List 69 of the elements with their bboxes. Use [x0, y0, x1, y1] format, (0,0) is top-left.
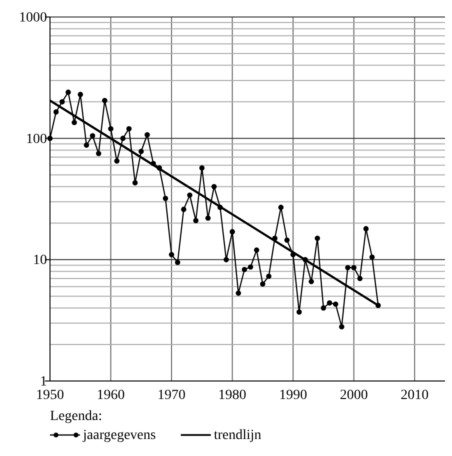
point	[278, 204, 284, 210]
point	[290, 252, 296, 258]
point	[266, 274, 272, 279]
point	[193, 218, 198, 224]
point	[218, 204, 223, 210]
point	[320, 305, 326, 311]
x-tick-label: 2000	[340, 388, 368, 403]
point	[187, 192, 192, 198]
point	[150, 160, 156, 166]
point	[114, 158, 120, 164]
x-tick-label: 1990	[279, 388, 308, 403]
point	[211, 184, 217, 190]
point	[132, 180, 138, 186]
point	[339, 324, 344, 330]
point	[254, 247, 260, 253]
point	[272, 236, 278, 241]
point	[120, 136, 126, 141]
point	[260, 281, 266, 287]
point	[345, 264, 350, 270]
legend-title: Legenda:	[50, 409, 102, 424]
point	[84, 142, 90, 148]
point	[108, 126, 114, 132]
x-tick-label: 1980	[218, 388, 246, 403]
point	[90, 133, 96, 138]
x-tick-label: 1950	[36, 388, 64, 403]
point	[248, 264, 254, 270]
y-tick-label: 1	[40, 374, 47, 390]
point	[296, 309, 302, 315]
point	[53, 109, 59, 115]
point	[357, 276, 363, 282]
point	[66, 90, 71, 95]
point	[78, 92, 84, 98]
point	[205, 215, 211, 221]
point	[224, 257, 229, 262]
point	[332, 302, 338, 307]
point	[242, 266, 248, 272]
x-tick-label: 2010	[400, 388, 429, 403]
point	[363, 226, 369, 232]
point	[351, 264, 356, 270]
point	[174, 260, 180, 266]
point	[308, 278, 314, 284]
point	[181, 206, 186, 212]
legend-label: jaargegevens	[82, 428, 156, 443]
point	[138, 148, 144, 154]
point	[162, 196, 168, 202]
point	[102, 98, 108, 104]
point	[326, 300, 332, 306]
x-tick-label: 1960	[96, 388, 125, 403]
legend-label: trendlijn	[214, 428, 262, 443]
point	[230, 229, 235, 234]
point	[376, 302, 381, 308]
point	[126, 126, 132, 132]
point	[369, 254, 375, 260]
point	[60, 99, 65, 104]
point	[144, 132, 150, 138]
x-tick-label: 1970	[158, 388, 186, 403]
point	[72, 120, 77, 126]
point	[236, 290, 242, 296]
point	[199, 165, 205, 171]
point	[47, 136, 53, 141]
point	[314, 236, 320, 241]
point	[302, 257, 308, 262]
y-tick-label: 1000	[19, 10, 47, 26]
point	[156, 165, 162, 171]
point	[96, 150, 102, 156]
y-tick-label: 10	[33, 253, 47, 268]
point	[168, 252, 174, 258]
point	[284, 237, 290, 243]
y-tick-label: 100	[26, 132, 47, 147]
